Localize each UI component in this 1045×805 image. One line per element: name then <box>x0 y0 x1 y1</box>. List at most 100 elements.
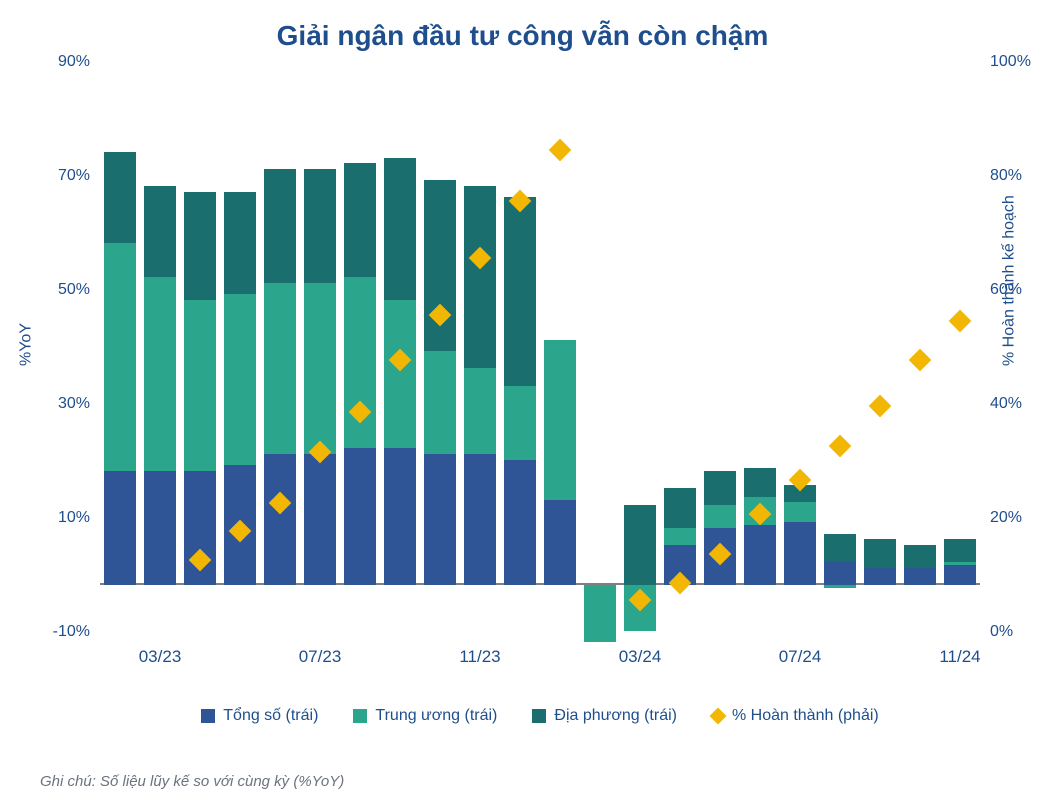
legend-diamond-icon <box>709 708 726 725</box>
y-tick-left: 90% <box>40 53 90 71</box>
bar-segment <box>864 568 896 585</box>
bar-segment <box>304 169 336 283</box>
y-tick-left: 30% <box>40 395 90 413</box>
bar-segment <box>704 505 736 528</box>
bar-segment <box>464 454 496 585</box>
bar-group <box>464 72 496 642</box>
bar-segment <box>264 283 296 454</box>
y-label-left: %YoY <box>18 323 36 366</box>
bar-segment <box>144 471 176 585</box>
y-tick-left: 10% <box>40 509 90 527</box>
y-tick-right: 0% <box>990 623 1045 641</box>
bar-segment <box>784 502 816 522</box>
bar-segment <box>464 368 496 454</box>
bars-container <box>100 72 980 642</box>
bar-group <box>664 72 696 642</box>
legend: Tổng số (trái) Trung ương (trái) Địa phư… <box>100 707 980 725</box>
bar-group <box>504 72 536 642</box>
bar-group <box>824 72 856 642</box>
bar-segment <box>104 243 136 471</box>
bar-group <box>624 72 656 642</box>
footnote: Ghi chú: Số liệu lũy kế so với cùng kỳ (… <box>40 773 344 790</box>
chart-container: Giải ngân đầu tư công vẫn còn chậm -10%1… <box>40 20 1005 785</box>
bar-group <box>224 72 256 642</box>
plot-area: -10%10%30%50%70%90% 0%20%40%60%80%100% %… <box>100 72 980 642</box>
bar-group <box>944 72 976 642</box>
bar-segment <box>424 454 456 585</box>
bar-group <box>424 72 456 642</box>
y-tick-left: 50% <box>40 281 90 299</box>
bar-segment <box>504 460 536 585</box>
y-tick-left: -10% <box>40 623 90 641</box>
bar-segment <box>824 562 856 585</box>
legend-item-trung-uong: Trung ương (trái) <box>353 707 497 725</box>
legend-box <box>532 709 546 723</box>
y-tick-right: 20% <box>990 509 1045 527</box>
chart-title: Giải ngân đầu tư công vẫn còn chậm <box>40 20 1005 52</box>
bar-segment <box>944 539 976 562</box>
bar-segment <box>624 505 656 585</box>
legend-label: % Hoàn thành (phải) <box>732 707 879 725</box>
bar-segment <box>864 539 896 568</box>
legend-label: Trung ương (trái) <box>375 707 497 725</box>
bar-segment <box>904 568 936 585</box>
bar-segment <box>344 163 376 277</box>
bar-segment <box>344 448 376 585</box>
bar-segment <box>304 454 336 585</box>
bar-segment <box>384 158 416 301</box>
bar-segment <box>424 351 456 454</box>
y-tick-left: 70% <box>40 167 90 185</box>
legend-item-tong-so: Tổng số (trái) <box>201 707 318 725</box>
y-tick-right: 80% <box>990 167 1045 185</box>
bar-segment <box>264 454 296 585</box>
bar-group <box>304 72 336 642</box>
bar-segment <box>824 585 856 588</box>
bar-segment <box>104 152 136 243</box>
bar-segment <box>464 186 496 368</box>
bar-segment <box>104 471 136 585</box>
x-tick: 07/23 <box>299 647 342 667</box>
bar-segment <box>664 528 696 545</box>
bar-segment <box>224 294 256 465</box>
bar-segment <box>664 488 696 528</box>
bar-segment <box>184 300 216 471</box>
bar-segment <box>544 340 576 500</box>
x-tick: 11/23 <box>459 647 500 667</box>
bar-segment <box>184 192 216 300</box>
x-tick: 03/24 <box>619 647 662 667</box>
x-axis: 03/2307/2311/2303/2407/2411/24 <box>100 647 980 687</box>
bar-segment <box>784 522 816 585</box>
bar-segment <box>944 562 976 565</box>
bar-segment <box>744 525 776 585</box>
legend-label: Địa phương (trái) <box>554 707 677 725</box>
bar-group <box>104 72 136 642</box>
y-tick-right: 100% <box>990 53 1045 71</box>
y-tick-right: 40% <box>990 395 1045 413</box>
bar-group <box>264 72 296 642</box>
bar-group <box>584 72 616 642</box>
bar-segment <box>384 448 416 585</box>
bar-segment <box>264 169 296 283</box>
bar-segment <box>904 545 936 568</box>
bar-group <box>864 72 896 642</box>
bar-segment <box>944 565 976 585</box>
x-tick: 11/24 <box>939 647 980 667</box>
bar-segment <box>504 197 536 385</box>
bar-group <box>344 72 376 642</box>
bar-segment <box>544 500 576 586</box>
legend-item-hoan-thanh: % Hoàn thành (phải) <box>712 707 879 725</box>
legend-box <box>353 709 367 723</box>
legend-item-dia-phuong: Địa phương (trái) <box>532 707 677 725</box>
bar-group <box>144 72 176 642</box>
x-tick: 03/23 <box>139 647 182 667</box>
bar-segment <box>224 192 256 295</box>
bar-segment <box>144 277 176 471</box>
bar-segment <box>704 471 736 505</box>
bar-segment <box>144 186 176 277</box>
bar-segment <box>744 468 776 497</box>
legend-label: Tổng số (trái) <box>223 707 318 725</box>
bar-segment <box>384 300 416 448</box>
legend-box <box>201 709 215 723</box>
bar-segment <box>824 534 856 563</box>
bar-group <box>784 72 816 642</box>
